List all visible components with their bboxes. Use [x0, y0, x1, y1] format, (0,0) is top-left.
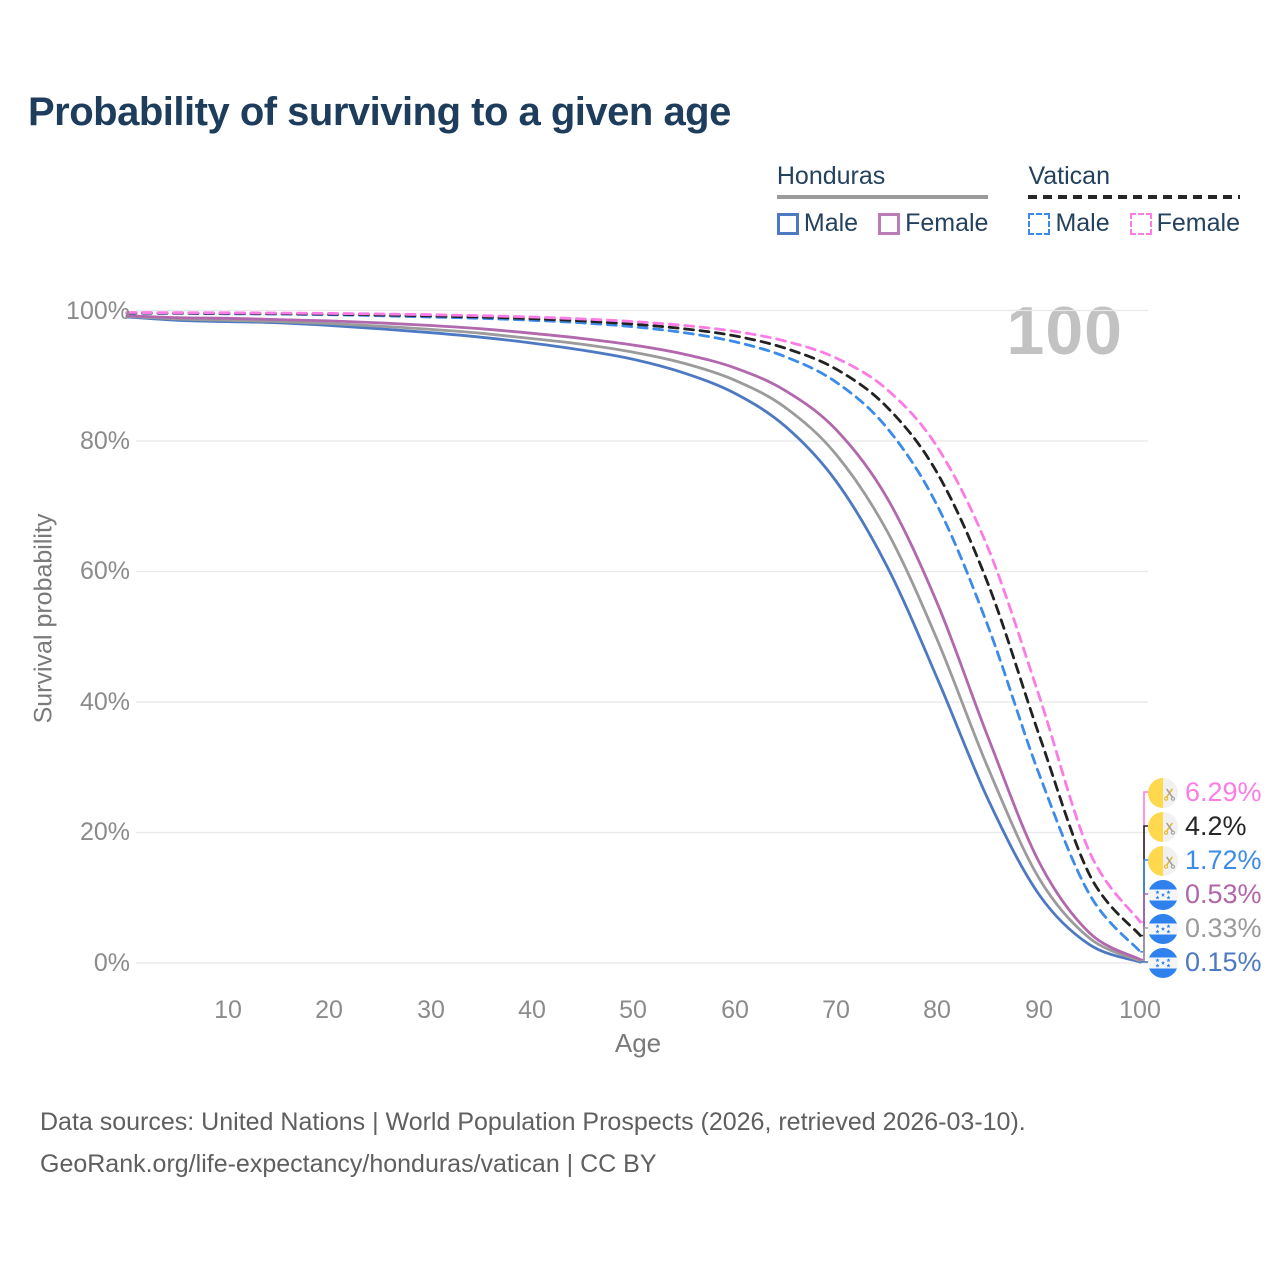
- end-value-label: 0.33%: [1185, 913, 1262, 943]
- honduras-female-swatch-icon: [878, 212, 901, 235]
- current-age-annotation: 100: [1006, 293, 1123, 369]
- x-tick-80: 80: [923, 996, 951, 1024]
- legend-underline-honduras-solid: [776, 195, 989, 199]
- legend-item-label: Male: [1055, 209, 1110, 237]
- x-tick-60: 60: [721, 996, 749, 1024]
- y-tick-20: 20%: [79, 818, 130, 846]
- legend-item-honduras-male[interactable]: Male: [776, 209, 859, 238]
- series-line-vatican-female[interactable]: [125, 311, 1142, 924]
- x-tick-40: 40: [518, 996, 546, 1024]
- page-title: Probability of surviving to a given age: [28, 90, 731, 134]
- y-axis-title: Survival probability: [29, 513, 58, 724]
- x-tick-50: 50: [619, 996, 647, 1024]
- legend-item-honduras-female[interactable]: Female: [878, 209, 988, 238]
- honduras-flag-icon: [1148, 947, 1178, 978]
- y-tick-0: 0%: [93, 949, 130, 977]
- leader-line-honduras-female: [1140, 893, 1149, 961]
- y-tick-60: 60%: [79, 557, 130, 585]
- vatican-flag-icon: [1148, 777, 1178, 808]
- end-value-vatican-male: 1.72%: [1148, 845, 1262, 876]
- legend: Honduras Male Female Vatican Male: [776, 162, 1240, 238]
- x-tick-20: 20: [315, 996, 343, 1024]
- y-tick-80: 80%: [79, 427, 130, 455]
- legend-underline-vatican-dashed: [1028, 195, 1240, 199]
- y-tick-40: 40%: [79, 688, 130, 716]
- leader-line-honduras-average: [1140, 927, 1149, 962]
- legend-group-honduras: Honduras Male Female: [776, 162, 989, 238]
- vatican-male-swatch-icon: [1028, 212, 1051, 235]
- honduras-flag-icon: [1148, 879, 1178, 910]
- end-value-honduras-average: 0.33%: [1148, 913, 1262, 944]
- x-axis-title: Age: [614, 1028, 662, 1058]
- series-line-honduras-male[interactable]: [125, 315, 1142, 964]
- end-value-label: 6.29%: [1185, 777, 1262, 807]
- x-tick-10: 10: [214, 996, 242, 1024]
- vatican-flag-icon: [1148, 845, 1178, 876]
- source-url-note: GeoRank.org/life-expectancy/honduras/vat…: [40, 1150, 657, 1178]
- legend-country-vatican[interactable]: Vatican: [1028, 162, 1110, 190]
- end-value-honduras-male: 0.15%: [1148, 947, 1262, 978]
- series-line-honduras-female[interactable]: [125, 314, 1142, 961]
- vatican-female-swatch-icon: [1129, 212, 1152, 235]
- end-value-label: 1.72%: [1185, 845, 1262, 875]
- honduras-flag-icon: [1148, 913, 1178, 944]
- legend-group-vatican: Vatican Male Female: [1028, 162, 1240, 238]
- legend-item-vatican-male[interactable]: Male: [1028, 209, 1110, 238]
- legend-item-label: Female: [905, 209, 989, 237]
- x-tick-90: 90: [1025, 996, 1053, 1024]
- legend-item-vatican-female[interactable]: Female: [1129, 209, 1240, 238]
- end-value-label: 0.15%: [1185, 947, 1262, 977]
- end-value-vatican-average: 4.2%: [1148, 811, 1247, 842]
- data-sources-note: Data sources: United Nations | World Pop…: [40, 1108, 1026, 1136]
- honduras-male-swatch-icon: [776, 212, 799, 235]
- legend-country-honduras[interactable]: Honduras: [776, 162, 886, 190]
- y-tick-100: 100%: [66, 297, 130, 325]
- legend-item-label: Male: [803, 209, 859, 237]
- end-value-label: 0.53%: [1185, 879, 1262, 909]
- vatican-flag-icon: [1148, 811, 1178, 842]
- x-tick-100: 100: [1119, 996, 1161, 1024]
- x-tick-70: 70: [822, 996, 850, 1024]
- legend-item-label: Female: [1156, 209, 1240, 237]
- end-value-vatican-female: 6.29%: [1148, 777, 1262, 808]
- end-value-honduras-female: 0.53%: [1148, 879, 1262, 910]
- x-tick-30: 30: [417, 996, 445, 1024]
- end-value-label: 4.2%: [1185, 811, 1247, 841]
- series-line-honduras-average[interactable]: [125, 315, 1142, 963]
- series-line-vatican-male[interactable]: [125, 311, 1142, 954]
